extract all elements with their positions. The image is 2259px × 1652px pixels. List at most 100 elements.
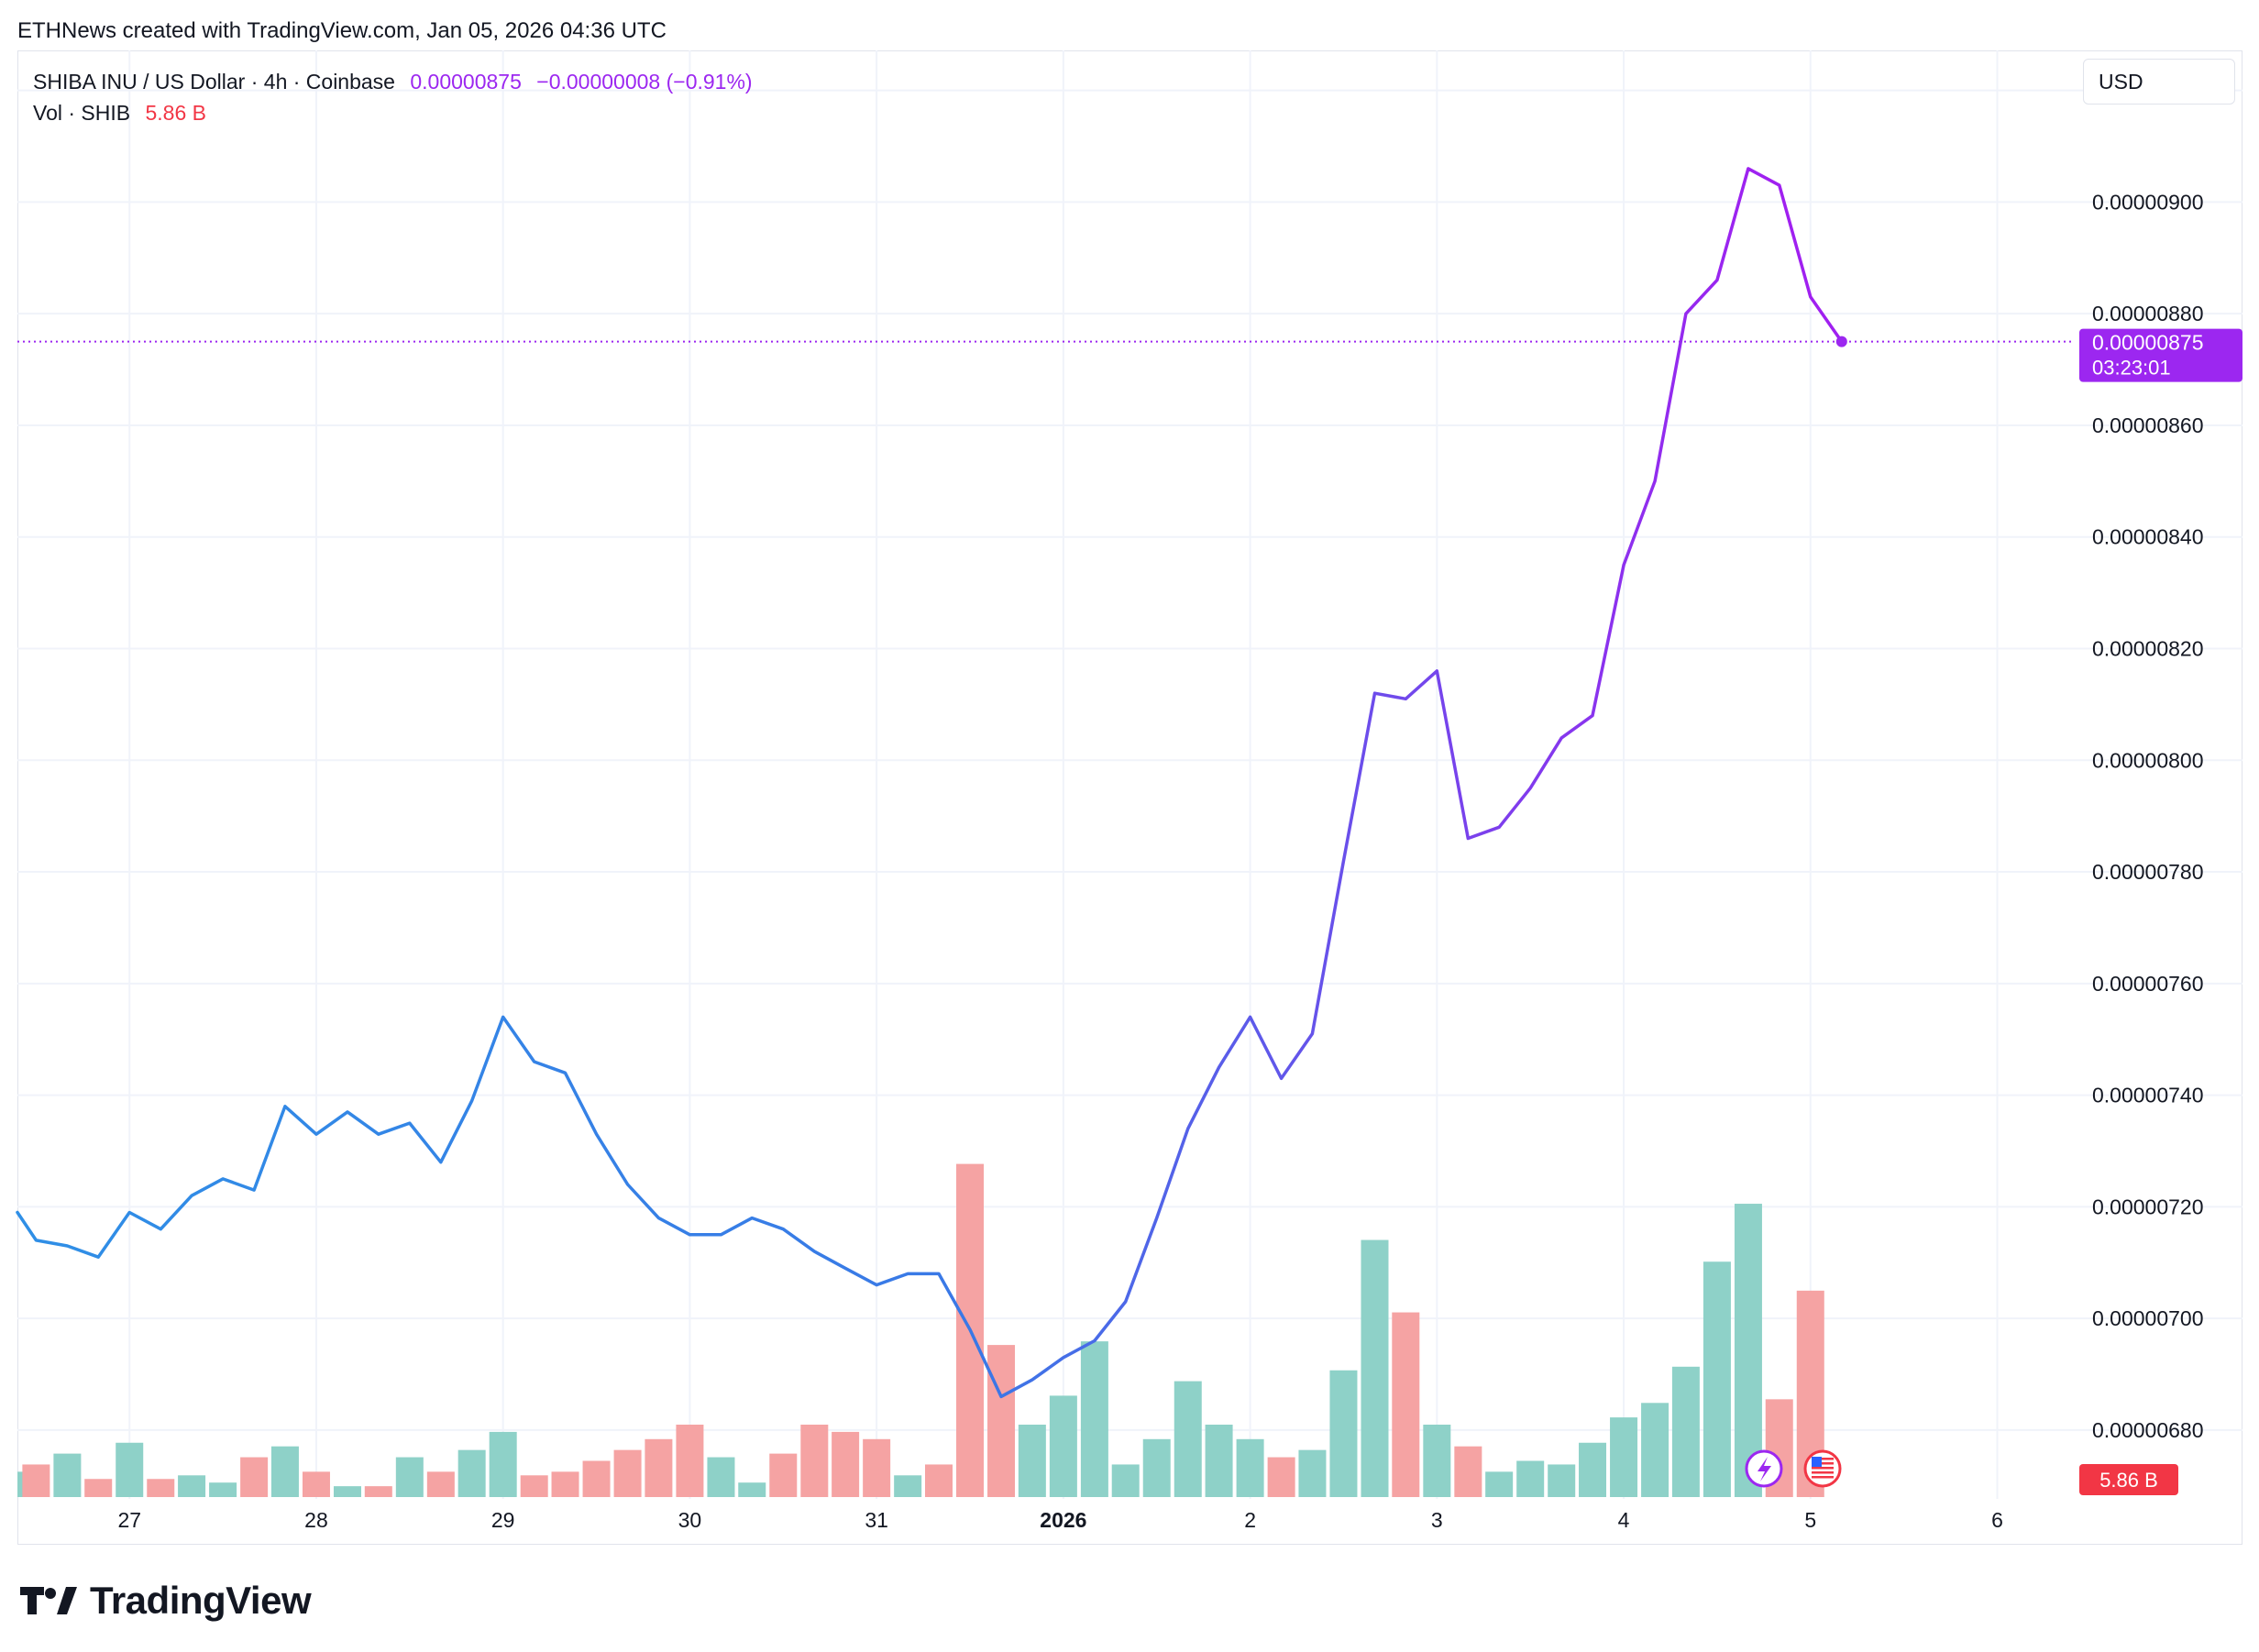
volume-bar xyxy=(1641,1403,1669,1497)
x-tick-label: 27 xyxy=(117,1508,141,1532)
volume-bar xyxy=(1671,1366,1700,1497)
price-chart[interactable]: 0.00000680 0.00000700 0.00000720 0.00000740… xyxy=(0,0,2259,1558)
last-price-point xyxy=(1835,336,1847,347)
flag-icon-stripe xyxy=(1812,1462,1834,1465)
lightning-icon-bolt xyxy=(1758,1457,1771,1481)
x-tick-label: 29 xyxy=(491,1508,515,1532)
flag-icon-stripe xyxy=(1812,1471,1834,1474)
volume-bar xyxy=(1361,1239,1389,1497)
flag-icon-stripe xyxy=(1812,1458,1834,1460)
volume-bars xyxy=(17,1163,1824,1497)
volume-bar xyxy=(147,1479,175,1497)
y-tick-label: 0.00000720 xyxy=(2092,1195,2204,1218)
volume-bar xyxy=(178,1475,206,1497)
volume-bar xyxy=(1080,1341,1108,1497)
x-tick-label: 2 xyxy=(1244,1508,1256,1532)
volume-bar xyxy=(551,1471,579,1497)
y-tick-label: 0.00000840 xyxy=(2092,525,2204,549)
volume-bar xyxy=(1423,1425,1451,1497)
volume-bar xyxy=(1174,1381,1202,1497)
last-price: 0.00000875 xyxy=(410,70,522,94)
volume-bar xyxy=(1579,1442,1607,1497)
y-tick-label: 0.00000900 xyxy=(2092,190,2204,214)
volume-bar xyxy=(769,1453,798,1497)
volume-bar xyxy=(209,1482,237,1497)
volume-bar xyxy=(894,1475,922,1497)
volume-bar xyxy=(800,1425,829,1497)
volume-bar xyxy=(302,1471,330,1497)
volume-bar xyxy=(84,1479,113,1497)
volume-bar xyxy=(1018,1425,1046,1497)
price-badge-countdown: 03:23:01 xyxy=(2092,357,2171,380)
volume-bar xyxy=(1392,1312,1420,1497)
volume-bar xyxy=(1049,1395,1077,1497)
volume-bar xyxy=(1267,1457,1295,1497)
x-tick-label: 5 xyxy=(1804,1508,1816,1532)
volume-bar xyxy=(613,1449,642,1497)
volume-bar xyxy=(1205,1425,1233,1497)
y-tick-label: 0.00000700 xyxy=(2092,1306,2204,1330)
volume-bar xyxy=(1298,1449,1327,1497)
volume-bar xyxy=(1142,1438,1171,1497)
volume-bar xyxy=(1236,1438,1264,1497)
volume-bar xyxy=(457,1449,486,1497)
y-tick-label: 0.00000760 xyxy=(2092,972,2204,996)
volume-bar xyxy=(645,1438,673,1497)
y-tick-label: 0.00000800 xyxy=(2092,748,2204,772)
legend-symbol-row: SHIBA INU / US Dollar · 4h · Coinbase 0.… xyxy=(33,70,753,94)
currency-button[interactable]: USD xyxy=(2083,59,2235,105)
volume-badge xyxy=(2079,1464,2178,1495)
tradingview-logo-icon xyxy=(20,1587,77,1614)
header-credit: ETHNews created with TradingView.com, Ja… xyxy=(17,18,667,43)
volume-bar xyxy=(22,1464,50,1497)
volume-bar xyxy=(1548,1464,1576,1497)
volume-bar xyxy=(738,1482,766,1497)
y-tick-label: 0.00000740 xyxy=(2092,1084,2204,1107)
volume-bar xyxy=(832,1431,860,1497)
us-flag-event-icon[interactable] xyxy=(1803,1449,1842,1488)
volume-bar xyxy=(364,1486,392,1497)
price-badge-value: 0.00000875 xyxy=(2092,331,2204,355)
lightning-event-icon[interactable] xyxy=(1745,1449,1783,1488)
volume-bar xyxy=(270,1446,299,1497)
y-tick-label: 0.00000780 xyxy=(2092,860,2204,884)
x-tick-label: 3 xyxy=(1431,1508,1443,1532)
volume-bar xyxy=(676,1425,704,1497)
volume-bar xyxy=(240,1457,269,1497)
price-line xyxy=(16,167,1844,1399)
volume-bar xyxy=(1454,1446,1482,1497)
volume-bar xyxy=(426,1471,455,1497)
volume-value: 5.86 B xyxy=(145,101,207,125)
flag-icon-stripe xyxy=(1812,1467,1834,1470)
x-tick-label: 6 xyxy=(1991,1508,2003,1532)
volume-bar xyxy=(1703,1261,1731,1497)
volume-bar xyxy=(1111,1464,1140,1497)
y-tick-label: 0.00000820 xyxy=(2092,637,2204,661)
grid-lines xyxy=(17,50,2242,1499)
volume-bar xyxy=(53,1453,82,1497)
flag-icon-stripe xyxy=(1812,1476,1834,1479)
volume-bar xyxy=(489,1431,517,1497)
price-badge xyxy=(2079,328,2242,382)
volume-bar xyxy=(707,1457,735,1497)
volume-bar xyxy=(1610,1417,1638,1497)
volume-bar xyxy=(582,1460,611,1497)
brand-name: TradingView xyxy=(90,1579,312,1622)
volume-bar xyxy=(1734,1204,1762,1497)
volume-bar xyxy=(863,1438,891,1497)
price-series xyxy=(16,167,2074,1399)
flag-icon-canton xyxy=(1812,1457,1822,1467)
volume-bar xyxy=(1485,1471,1514,1497)
axes: 0.00000680 0.00000700 0.00000720 0.00000740… xyxy=(117,79,2203,1532)
volume-title[interactable]: Vol · SHIB xyxy=(33,101,131,125)
volume-bar xyxy=(116,1442,144,1497)
symbol-title[interactable]: SHIBA INU / US Dollar · 4h · Coinbase xyxy=(33,70,395,94)
tradingview-logo[interactable]: TradingView xyxy=(20,1579,312,1623)
volume-bar xyxy=(1329,1370,1358,1497)
chart-frame[interactable] xyxy=(17,50,2242,1545)
volume-bar xyxy=(333,1486,361,1497)
volume-bar xyxy=(520,1475,548,1497)
y-tick-label: 0.00000680 xyxy=(2092,1418,2204,1442)
volume-badge-value: 5.86 B xyxy=(2099,1469,2158,1492)
